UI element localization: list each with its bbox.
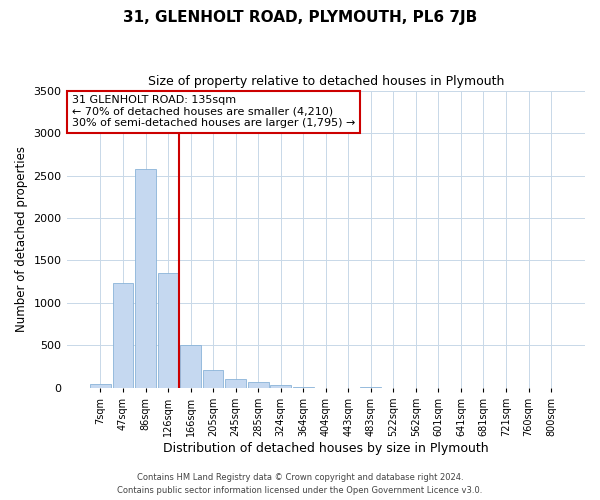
Bar xyxy=(225,378,246,388)
Bar xyxy=(203,370,223,388)
Bar xyxy=(271,386,291,388)
Bar xyxy=(248,382,269,388)
Text: Contains HM Land Registry data © Crown copyright and database right 2024.
Contai: Contains HM Land Registry data © Crown c… xyxy=(118,474,482,495)
Text: 31 GLENHOLT ROAD: 135sqm
← 70% of detached houses are smaller (4,210)
30% of sem: 31 GLENHOLT ROAD: 135sqm ← 70% of detach… xyxy=(72,95,355,128)
X-axis label: Distribution of detached houses by size in Plymouth: Distribution of detached houses by size … xyxy=(163,442,488,455)
Y-axis label: Number of detached properties: Number of detached properties xyxy=(15,146,28,332)
Bar xyxy=(135,168,156,388)
Bar xyxy=(158,273,178,388)
Bar xyxy=(113,284,133,388)
Title: Size of property relative to detached houses in Plymouth: Size of property relative to detached ho… xyxy=(148,75,504,88)
Text: 31, GLENHOLT ROAD, PLYMOUTH, PL6 7JB: 31, GLENHOLT ROAD, PLYMOUTH, PL6 7JB xyxy=(123,10,477,25)
Bar xyxy=(90,384,111,388)
Bar xyxy=(180,346,201,388)
